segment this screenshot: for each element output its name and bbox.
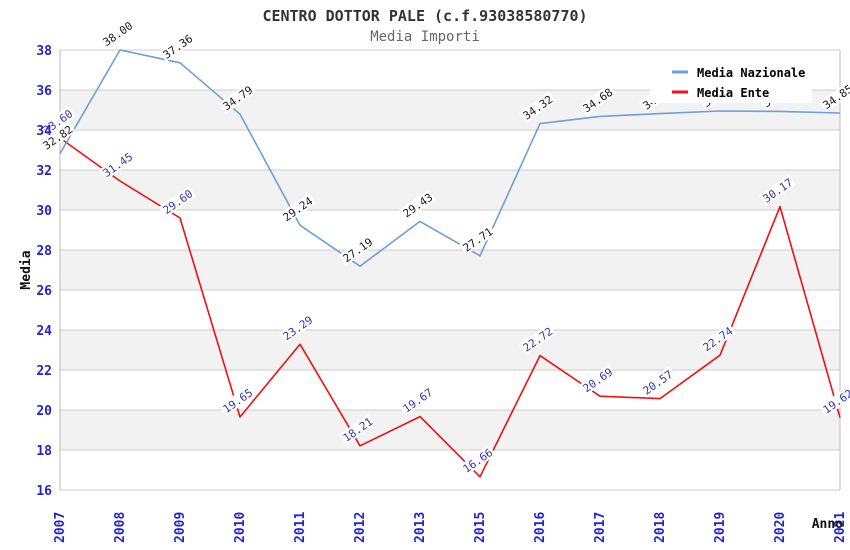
data-label-background [279,312,317,344]
x-tick-label-2020: 2020 [773,512,788,543]
y-axis-title: Media [19,250,34,289]
x-tick-label-2012: 2012 [353,512,368,543]
data-label-text: 38.00 [101,19,136,49]
data-label-background [339,234,377,266]
legend-item-media-ente: Media Ente [672,86,769,100]
data-label-background [819,80,850,113]
x-tick-label-2015: 2015 [473,512,488,543]
data-label-background [39,121,77,153]
data-label-background [639,366,677,398]
x-tick-label-2016: 2016 [533,512,548,543]
y-tick-label-28: 28 [36,244,52,259]
legend-label-media-ente: Media Ente [697,86,769,100]
x-tick-label-2013: 2013 [413,512,428,543]
data-label-background [99,17,137,50]
data-label-background [579,84,617,116]
x-tick-label-2011: 2011 [293,512,308,543]
data-label-background [819,385,850,417]
data-label-background [159,30,197,62]
x-tick-label-2008: 2008 [113,512,128,543]
data-label-background [219,384,257,417]
data-label: 37.36 [159,30,197,62]
x-tick-label-2007: 2007 [53,512,68,543]
y-axis-tick-labels: 16 18 20 22 24 26 28 30 32 34 36 38 [36,44,52,499]
data-label: 38.00 [99,17,137,50]
data-label-background [459,223,497,255]
data-label-text: 37.36 [161,32,196,62]
x-tick-label-2010: 2010 [233,512,248,543]
data-label-background [99,148,137,181]
data-label-background [399,384,437,416]
series-lines [59,49,841,478]
data-label-background [759,174,797,206]
series-line-media-nazionale [59,49,841,268]
data-label-background [159,185,197,218]
legend-item-media-nazionale: Media Nazionale [672,66,805,80]
gridlines [60,49,840,491]
y-tick-label-30: 30 [36,204,52,219]
data-label-background [339,413,377,445]
x-tick-label-2018: 2018 [653,512,668,543]
y-tick-label-36: 36 [36,84,52,99]
chart-subtitle: Media Importi [370,29,480,45]
data-label-background [279,193,317,225]
x-axis-title: Anno [812,517,843,532]
data-label-background [579,364,617,396]
data-label-background [519,323,557,355]
y-tick-label-18: 18 [36,444,52,459]
grid-bands [60,90,840,450]
x-tick-label-2019: 2019 [713,512,728,543]
y-tick-label-32: 32 [36,164,52,179]
data-label-background [699,323,737,355]
data-label-background [39,105,77,138]
y-tick-label-24: 24 [36,324,52,339]
grid-band [60,410,840,450]
y-tick-label-22: 22 [36,364,52,379]
y-tick-label-34: 34 [36,124,52,139]
data-label-background [399,189,437,221]
y-tick-label-20: 20 [36,404,52,419]
series-line-media-ente [59,137,841,478]
legend-label-media-nazionale: Media Nazionale [697,66,805,80]
data-label-background [519,91,557,123]
x-tick-label-2017: 2017 [593,512,608,543]
grid-band [60,250,840,290]
y-tick-label-16: 16 [36,484,52,499]
data-label-background [219,82,257,114]
data-label-text: 16.66 [461,446,496,476]
chart-title: CENTRO DOTTOR PALE (c.f.93038580770) [262,7,587,25]
y-tick-label-26: 26 [36,284,52,299]
x-tick-label-2021: 2021 [833,512,848,543]
legend: Media Nazionale Media Ente [650,56,812,103]
data-label: 20.57 [639,366,677,398]
y-tick-label-38: 38 [36,44,52,59]
x-tick-label-2009: 2009 [173,512,188,543]
data-label-text: 20.57 [641,368,676,398]
data-label-background [459,444,497,476]
x-axis-tick-labels: 2007 2008 2009 2010 2011 2012 2013 2015 2016 2017… [53,512,848,543]
legend-background [650,56,812,103]
